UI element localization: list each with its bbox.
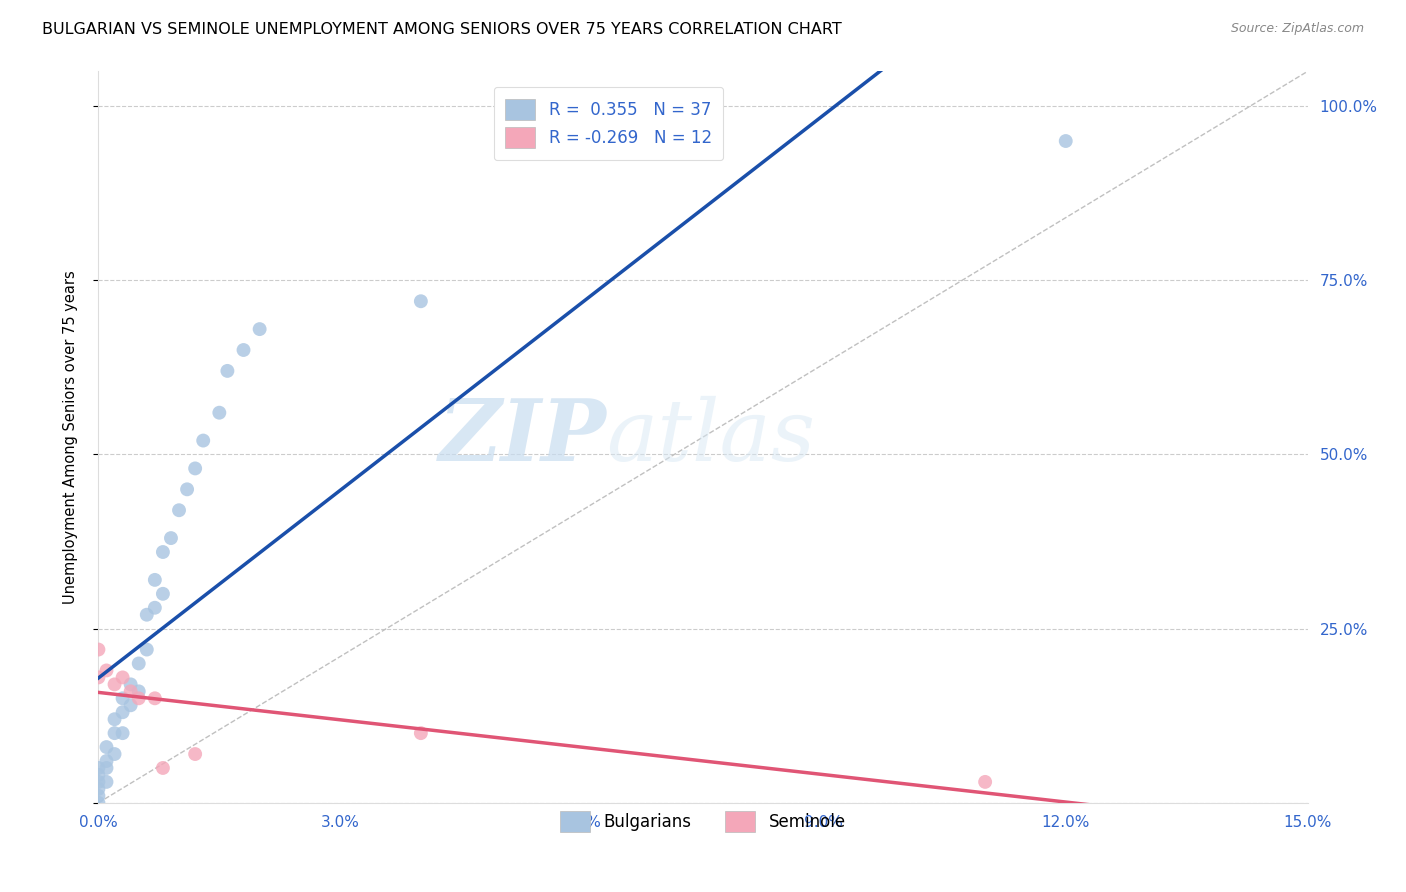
Point xyxy=(128,684,150,698)
Text: ZIP: ZIP xyxy=(439,395,606,479)
Point xyxy=(103,712,125,726)
Point xyxy=(152,761,174,775)
Point xyxy=(96,664,118,678)
Point xyxy=(120,684,142,698)
Point xyxy=(87,642,110,657)
Point xyxy=(152,545,174,559)
Point xyxy=(152,587,174,601)
Point xyxy=(135,607,157,622)
Point xyxy=(96,775,118,789)
Point xyxy=(103,747,125,761)
Point xyxy=(103,726,125,740)
Point xyxy=(167,503,190,517)
Point xyxy=(143,573,166,587)
Point xyxy=(128,657,150,671)
Point xyxy=(96,740,118,755)
Point xyxy=(135,642,157,657)
Point xyxy=(103,677,125,691)
Point xyxy=(120,698,142,713)
Point xyxy=(128,691,150,706)
Point xyxy=(96,754,118,768)
Point xyxy=(176,483,198,497)
Point xyxy=(1054,134,1077,148)
Point xyxy=(184,747,207,761)
Text: BULGARIAN VS SEMINOLE UNEMPLOYMENT AMONG SENIORS OVER 75 YEARS CORRELATION CHART: BULGARIAN VS SEMINOLE UNEMPLOYMENT AMONG… xyxy=(42,22,842,37)
Point xyxy=(184,461,207,475)
Point xyxy=(143,691,166,706)
Y-axis label: Unemployment Among Seniors over 75 years: Unemployment Among Seniors over 75 years xyxy=(63,270,77,604)
Point xyxy=(208,406,231,420)
Legend: Bulgarians, Seminole: Bulgarians, Seminole xyxy=(547,797,859,846)
Point xyxy=(87,796,110,810)
Point xyxy=(111,670,134,684)
Text: Source: ZipAtlas.com: Source: ZipAtlas.com xyxy=(1230,22,1364,36)
Point xyxy=(409,294,432,309)
Point xyxy=(87,761,110,775)
Point xyxy=(87,768,110,782)
Point xyxy=(111,726,134,740)
Point xyxy=(160,531,183,545)
Point xyxy=(96,761,118,775)
Point xyxy=(87,775,110,789)
Point xyxy=(193,434,215,448)
Point xyxy=(217,364,239,378)
Point xyxy=(143,600,166,615)
Point xyxy=(974,775,997,789)
Point xyxy=(120,677,142,691)
Point xyxy=(409,726,432,740)
Point xyxy=(87,670,110,684)
Point xyxy=(232,343,254,357)
Text: atlas: atlas xyxy=(606,396,815,478)
Point xyxy=(111,691,134,706)
Point xyxy=(111,705,134,719)
Point xyxy=(249,322,271,336)
Point xyxy=(87,789,110,803)
Point xyxy=(87,781,110,796)
